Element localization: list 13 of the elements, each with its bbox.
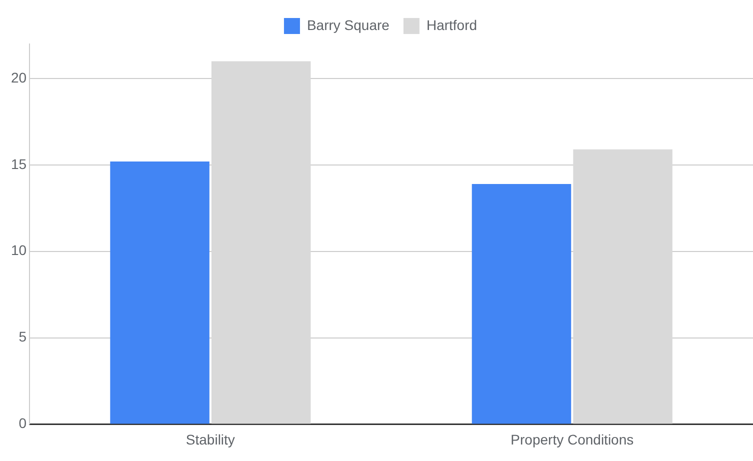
legend-label: Hartford xyxy=(426,16,478,33)
bar xyxy=(110,162,210,424)
y-tick-label: 20 xyxy=(10,69,27,86)
y-tick-label: 0 xyxy=(18,415,27,432)
x-tick-label: Property Conditions xyxy=(510,431,634,448)
y-tick-label: 15 xyxy=(10,156,27,172)
bar xyxy=(472,184,572,424)
y-tick-label: 10 xyxy=(10,242,27,258)
y-tick-label: 5 xyxy=(18,328,27,345)
legend-label: Barry Square xyxy=(306,16,390,33)
bar xyxy=(211,61,311,424)
x-tick-label: Stability xyxy=(186,431,235,448)
bar xyxy=(573,149,672,424)
